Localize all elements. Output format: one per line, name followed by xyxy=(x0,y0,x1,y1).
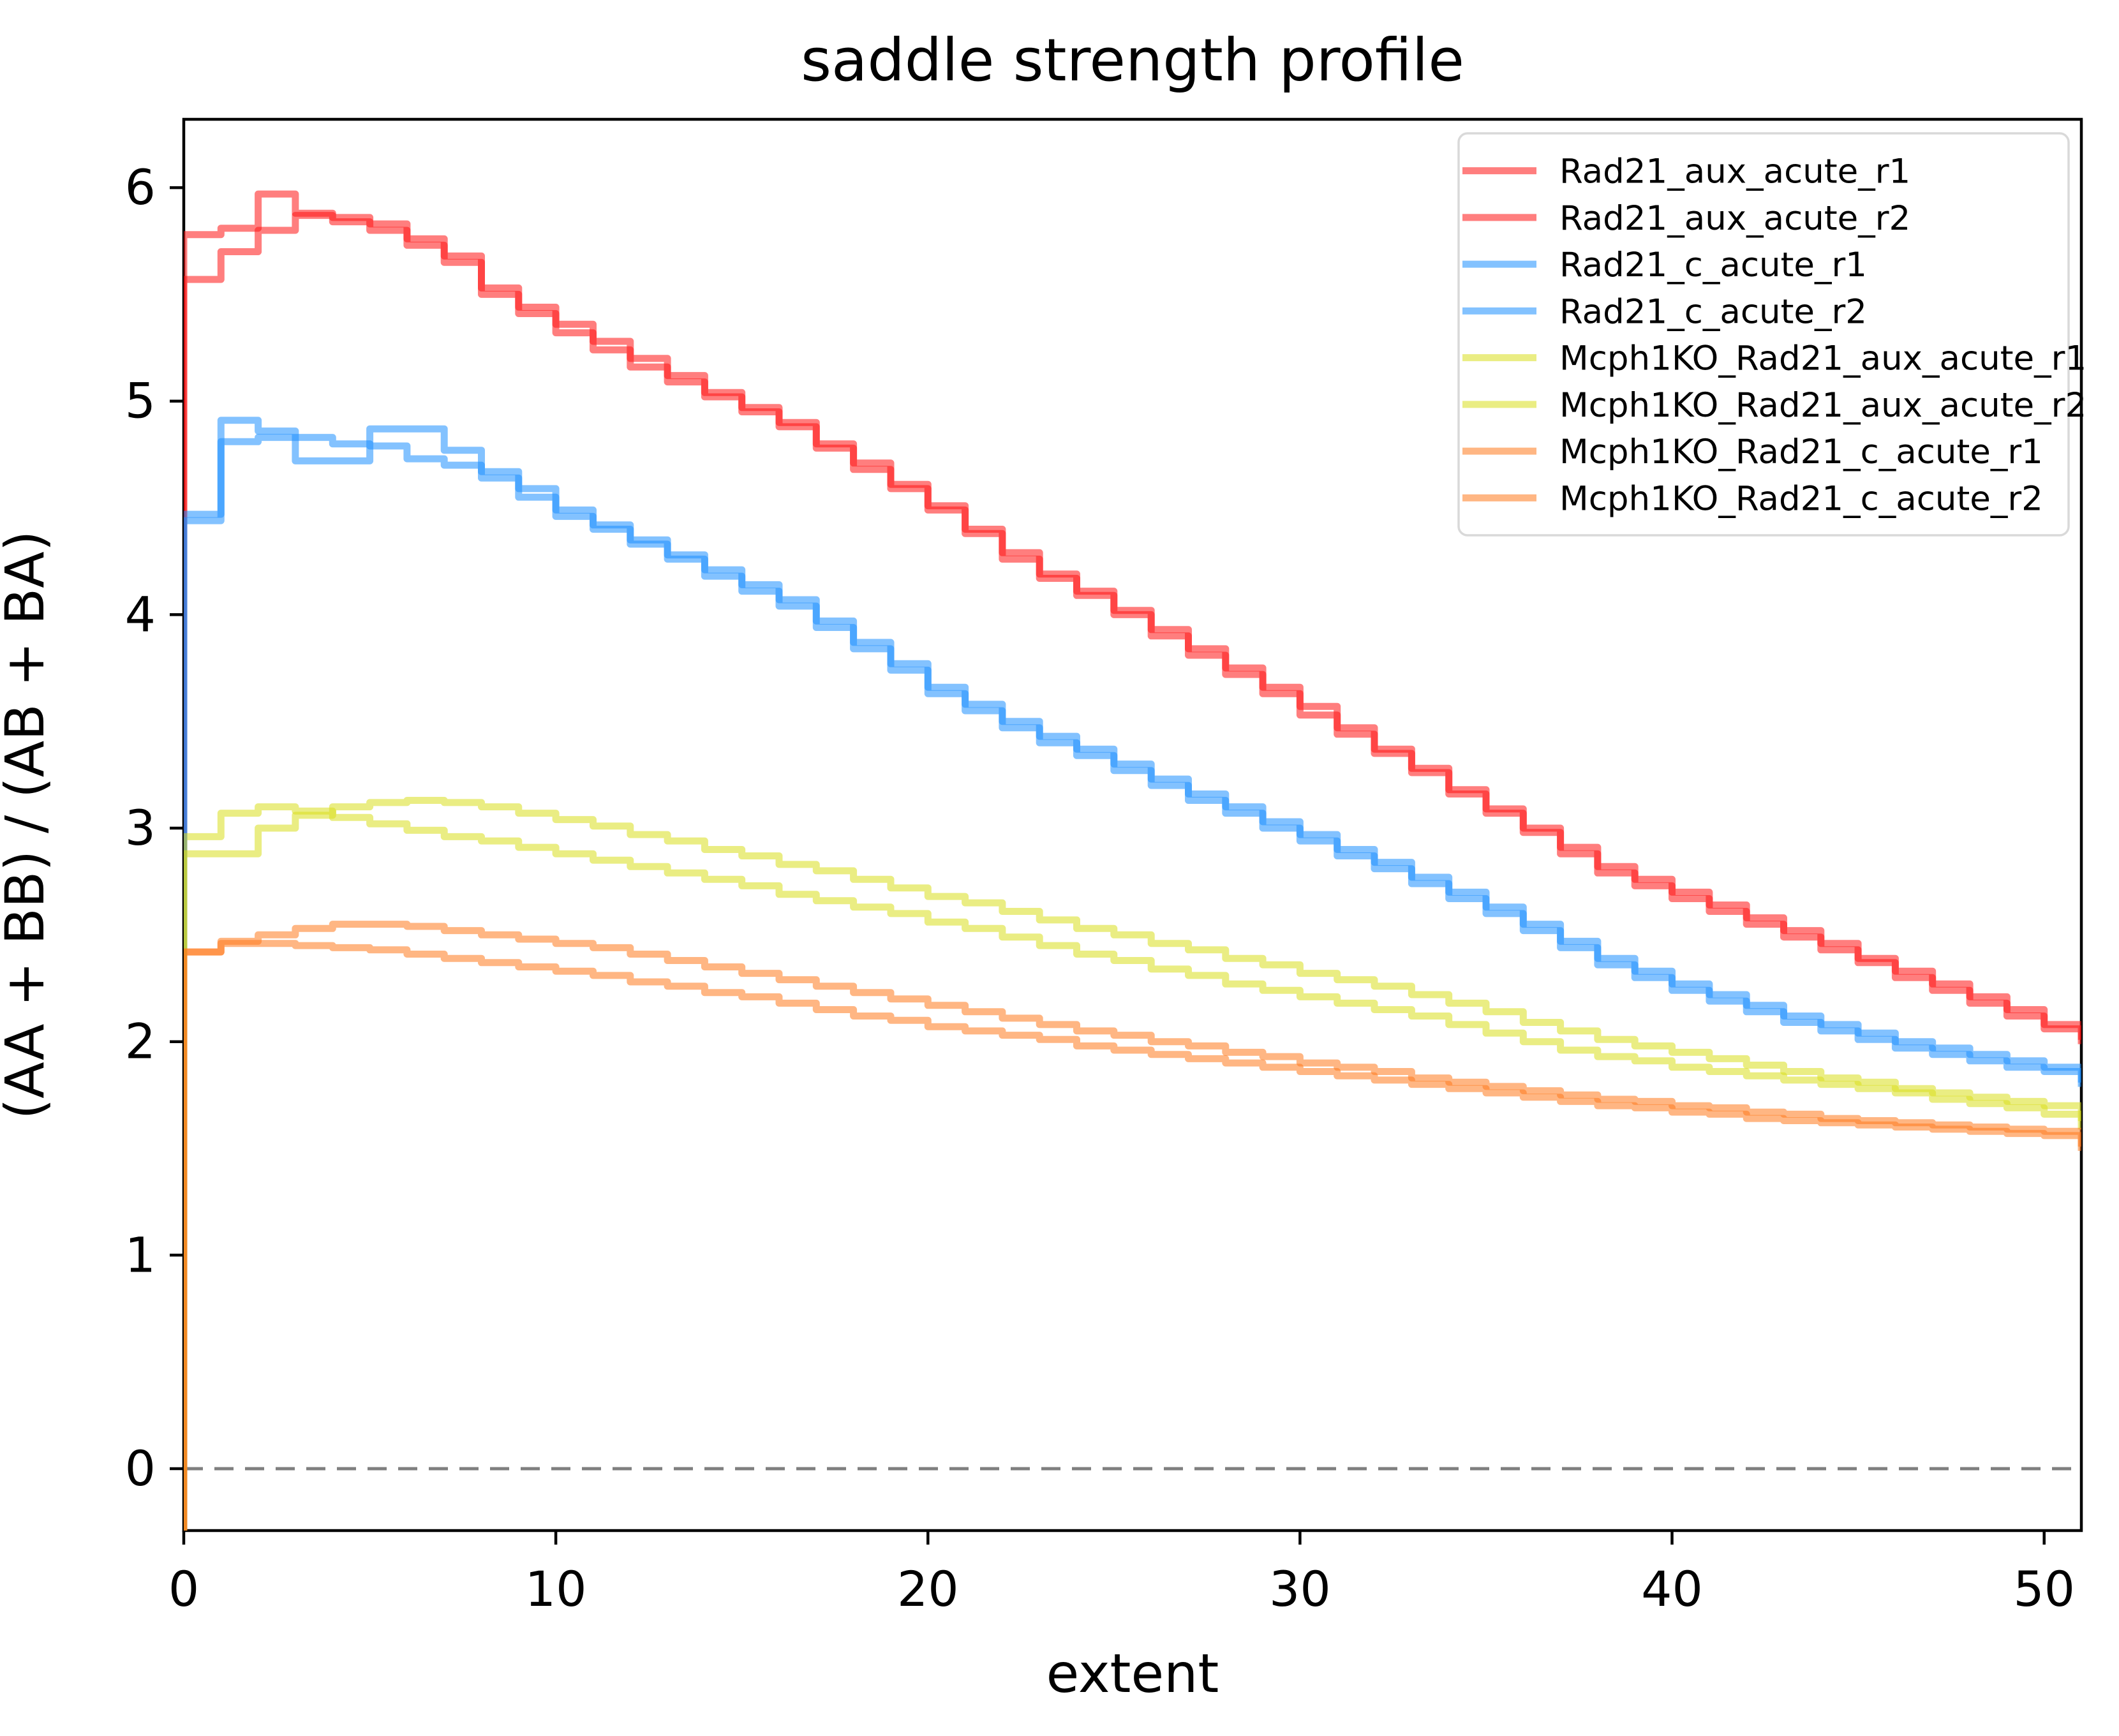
series-line-Rad21_aux_acute_r2 xyxy=(184,212,2081,1531)
legend-label: Rad21_c_acute_r1 xyxy=(1559,246,1867,285)
x-tick-label: 40 xyxy=(1641,1561,1703,1617)
chart-title: saddle strength profile xyxy=(801,26,1464,94)
legend-item: Mcph1KO_Rad21_c_acute_r2 xyxy=(1462,479,2043,518)
series-line-Mcph1KO_Rad21_aux_acute_r1 xyxy=(184,803,2081,1531)
series-line-Mcph1KO_Rad21_c_acute_r2 xyxy=(184,940,2081,1531)
y-axis-label: (AA + BB) / (AB + BA) xyxy=(0,530,56,1119)
x-tick-label: 30 xyxy=(1269,1561,1331,1617)
series-line-Rad21_aux_acute_r1 xyxy=(184,190,2081,1531)
series-line-Rad21_c_acute_r2 xyxy=(184,434,2081,1531)
legend: Rad21_aux_acute_r1 Rad21_aux_acute_r2 Rad2… xyxy=(1457,132,2086,537)
legend-label: Mcph1KO_Rad21_aux_acute_r1 xyxy=(1559,339,2086,378)
y-tick-label: 5 xyxy=(125,373,156,429)
series-line-Rad21_c_acute_r1 xyxy=(184,417,2081,1531)
x-tick-label: 50 xyxy=(2013,1561,2075,1617)
y-tick-label: 2 xyxy=(125,1013,156,1070)
y-tick-label: 1 xyxy=(125,1226,156,1283)
legend-label: Rad21_c_acute_r2 xyxy=(1559,292,1867,331)
y-axis-ticks: 0 1 2 3 4 5 6 xyxy=(125,159,184,1497)
legend-label: Rad21_aux_acute_r1 xyxy=(1559,152,1910,191)
series-line-Mcph1KO_Rad21_c_acute_r1 xyxy=(184,921,2081,1531)
legend-item: Rad21_aux_acute_r2 xyxy=(1462,199,1910,238)
y-tick-label: 0 xyxy=(125,1440,156,1497)
series-line-Mcph1KO_Rad21_aux_acute_r2 xyxy=(184,797,2081,1531)
legend-label: Mcph1KO_Rad21_aux_acute_r2 xyxy=(1559,386,2086,425)
series-lines xyxy=(184,190,2081,1531)
legend-label: Mcph1KO_Rad21_c_acute_r1 xyxy=(1559,433,2043,471)
legend-label: Rad21_aux_acute_r2 xyxy=(1559,199,1910,238)
legend-item: Rad21_c_acute_r2 xyxy=(1462,292,1867,331)
x-axis-label: extent xyxy=(1046,1642,1219,1705)
x-tick-label: 10 xyxy=(525,1561,587,1617)
x-axis-ticks: 0 10 20 30 40 50 xyxy=(168,1531,2075,1617)
x-tick-label: 20 xyxy=(897,1561,959,1617)
legend-item: Mcph1KO_Rad21_aux_acute_r1 xyxy=(1462,339,2086,378)
y-tick-label: 6 xyxy=(125,159,156,216)
x-tick-label: 0 xyxy=(168,1561,199,1617)
y-tick-label: 3 xyxy=(125,799,156,856)
legend-item: Mcph1KO_Rad21_c_acute_r1 xyxy=(1462,433,2043,471)
legend-item: Rad21_aux_acute_r1 xyxy=(1462,152,1910,191)
legend-item: Mcph1KO_Rad21_aux_acute_r2 xyxy=(1462,386,2086,425)
legend-label: Mcph1KO_Rad21_c_acute_r2 xyxy=(1559,479,2043,518)
y-tick-label: 4 xyxy=(125,586,156,642)
legend-box xyxy=(1457,132,2070,537)
legend-item: Rad21_c_acute_r1 xyxy=(1462,246,1867,285)
